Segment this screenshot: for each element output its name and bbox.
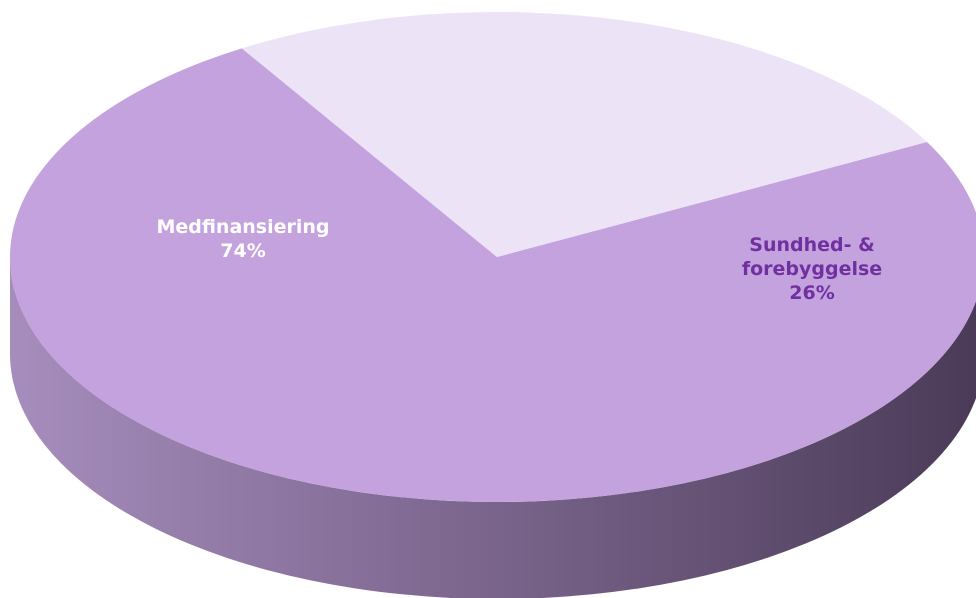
pie-side-medfinansiering [10,257,976,598]
slice-label-sundhed-forebyggelse: Sundhed- & forebyggelse 26% [742,234,882,304]
pie-labels: Medfinansiering 74% Sundhed- & forebyggelse… [156,216,882,304]
pie-sides [10,257,976,598]
pie-slice-medfinansiering [10,48,976,502]
slice-label-line: 74% [220,240,265,262]
pie-slice-sundhed-forebyggelse [241,11,927,258]
pie-tops [10,11,976,502]
slice-label-line: forebyggelse [742,258,882,280]
slice-label-medfinansiering: Medfinansiering 74% [156,216,329,262]
slice-label-line: Medfinansiering [156,216,329,238]
slice-label-line: 26% [789,282,834,304]
slice-label-line: Sundhed- & [749,234,874,256]
